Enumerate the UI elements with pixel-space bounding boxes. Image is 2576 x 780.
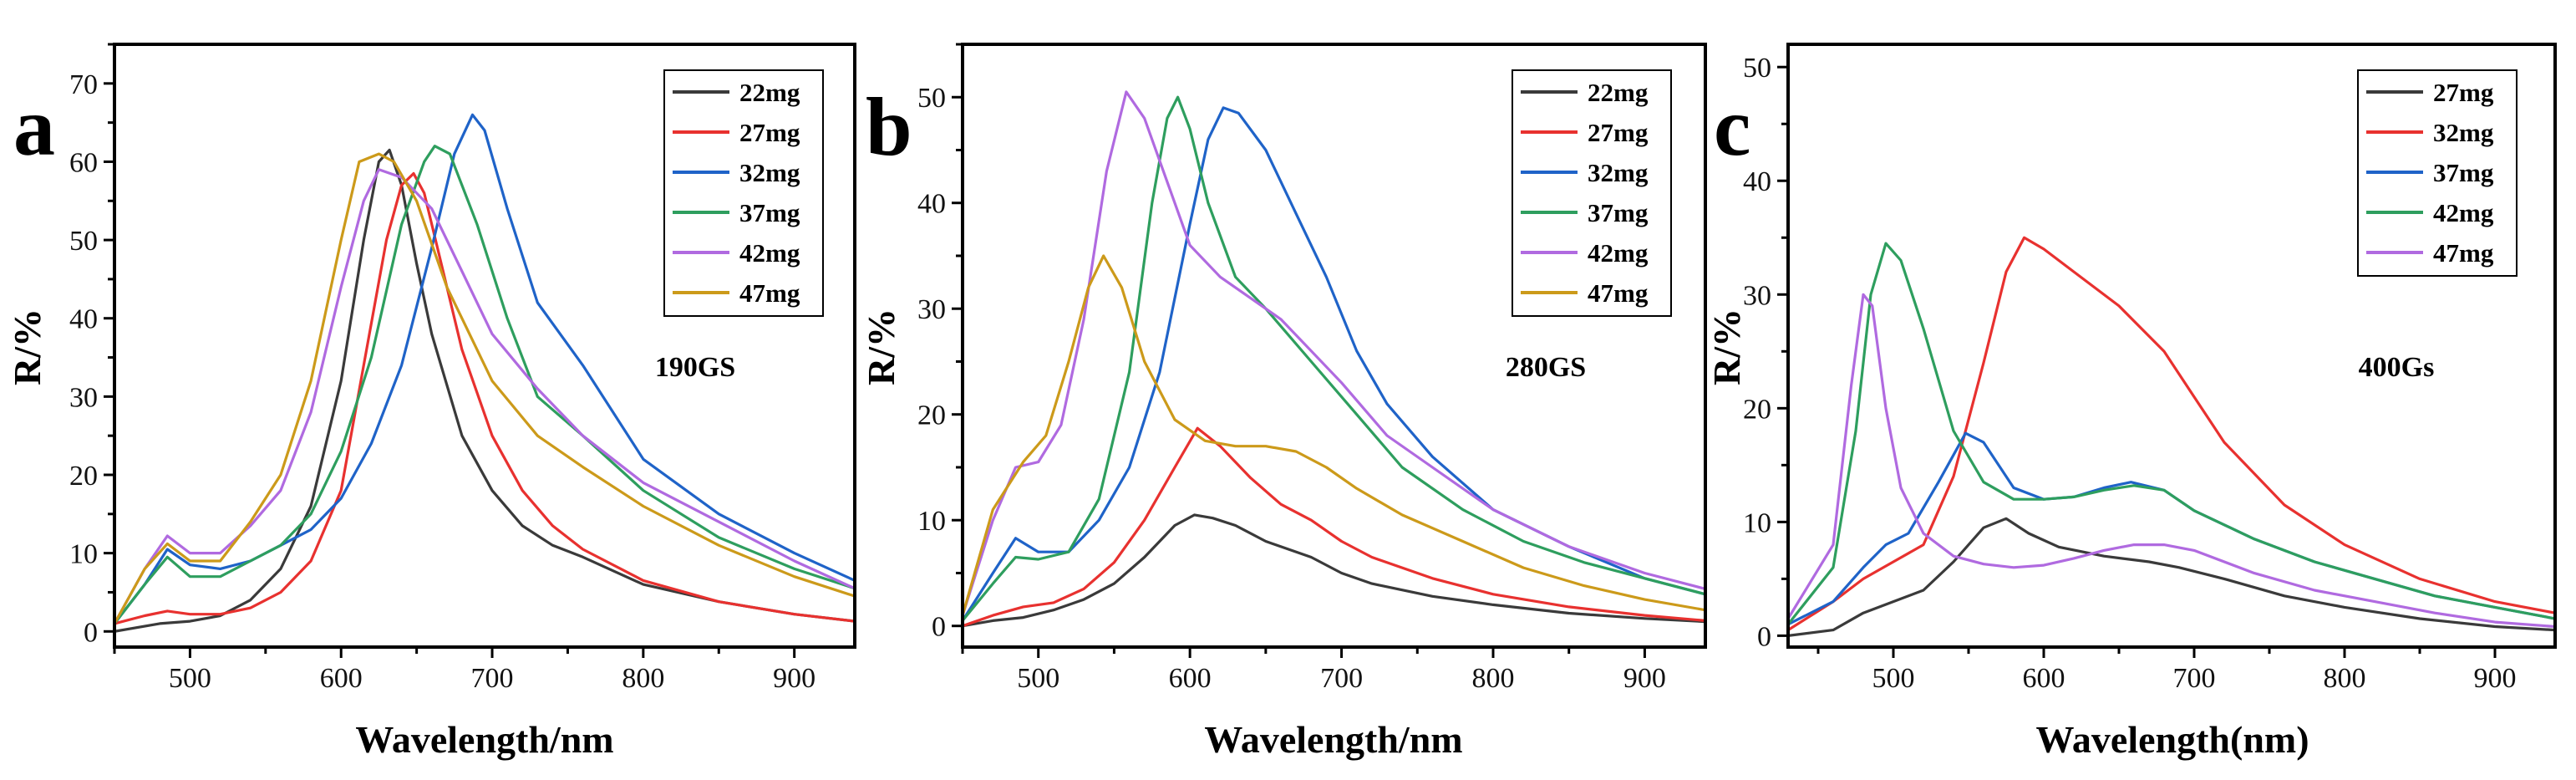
- y-tick-label: 10: [917, 506, 946, 537]
- legend: 22mg 27mg 32mg 37mg 42mg 47mg: [1512, 69, 1672, 317]
- y-tick-label: 70: [69, 69, 98, 100]
- series-line-37mg: [963, 95, 1705, 622]
- x-tick-label: 900: [2474, 663, 2517, 694]
- legend: 27mg 32mg 37mg 42mg 47mg: [2357, 69, 2518, 277]
- y-tick-label: 0: [1757, 621, 1771, 652]
- chart-panel-b: 500 600 700 800 900 0 10 20 30 40 50 Wavelength/nm R…: [860, 43, 1707, 761]
- y-tick-label: 40: [69, 304, 98, 335]
- series-line-42mg: [114, 168, 855, 625]
- y-tick-label: 30: [917, 294, 946, 325]
- legend-label-27mg: 27mg: [2433, 78, 2494, 107]
- x-tick-label: 800: [622, 663, 664, 694]
- legend-label-42mg: 42mg: [1588, 238, 1649, 268]
- series-line-32mg: [114, 113, 855, 625]
- legend-label-37mg: 37mg: [2433, 158, 2494, 187]
- series-group: [1788, 236, 2555, 637]
- legend-label-47mg: 47mg: [739, 278, 800, 308]
- series-line-47mg: [963, 254, 1705, 617]
- panel-letter: a: [13, 80, 55, 173]
- x-tick-label: 900: [1623, 663, 1666, 694]
- y-axis-label: R/%: [860, 308, 902, 385]
- legend-label-47mg: 47mg: [1588, 278, 1649, 308]
- y-tick-label: 30: [69, 382, 98, 413]
- series-line-27mg: [114, 171, 855, 625]
- series-line-27mg: [1788, 517, 2555, 637]
- series-group: [114, 113, 855, 633]
- y-tick-label: 40: [917, 189, 946, 220]
- y-tick-label: 30: [1743, 280, 1771, 311]
- legend-label-32mg: 32mg: [1588, 158, 1649, 187]
- y-tick-label: 50: [1743, 53, 1771, 84]
- x-tick-label: 700: [2173, 663, 2216, 694]
- series-line-22mg: [963, 513, 1705, 628]
- panel-letter: b: [866, 80, 912, 173]
- plot-frame: [961, 43, 1707, 649]
- annotation-label: 190GS: [655, 352, 735, 383]
- x-tick-label: 500: [169, 663, 211, 694]
- legend-label-37mg: 37mg: [739, 198, 800, 227]
- legend-label-47mg: 47mg: [2433, 238, 2494, 268]
- legend-label-42mg: 42mg: [2433, 198, 2494, 227]
- legend-box: [663, 69, 824, 317]
- y-axis-label: R/%: [1705, 308, 1748, 385]
- legend-label-32mg: 32mg: [2433, 118, 2494, 147]
- series-line-32mg: [963, 106, 1705, 622]
- y-tick-label: 60: [69, 147, 98, 178]
- series-line-42mg: [1788, 242, 2555, 626]
- y-tick-label: 20: [69, 461, 98, 492]
- annotation-label: 280GS: [1506, 352, 1586, 383]
- series-line-47mg: [1788, 293, 2555, 629]
- legend-label-27mg: 27mg: [739, 118, 800, 147]
- plot-frame: [113, 43, 856, 649]
- legend-label-42mg: 42mg: [739, 238, 800, 268]
- x-tick-label: 800: [1472, 663, 1515, 694]
- x-tick-label: 500: [1017, 663, 1059, 694]
- x-tick-label: 800: [2324, 663, 2366, 694]
- legend-label-22mg: 22mg: [739, 78, 800, 107]
- y-tick-label: 50: [917, 83, 946, 114]
- chart-panel-c: 500 600 700 800 900 0 10 20 30 40 50 Wavelength(nm)…: [1705, 43, 2557, 761]
- series-line-27mg: [963, 426, 1705, 628]
- legend-label-27mg: 27mg: [1588, 118, 1649, 147]
- series-line-32mg: [1788, 236, 2555, 632]
- panel-letter: c: [1714, 80, 1750, 173]
- y-tick-label: 0: [84, 617, 98, 648]
- legend-box: [1512, 69, 1672, 317]
- y-tick-label: 10: [1743, 507, 1771, 538]
- legend-label-32mg: 32mg: [739, 158, 800, 187]
- plot-frame: [1786, 43, 2557, 649]
- x-tick-label: 500: [1872, 663, 1915, 694]
- x-tick-label: 700: [471, 663, 514, 694]
- x-tick-label: 600: [2023, 663, 2065, 694]
- series-line-42mg: [963, 90, 1705, 617]
- y-tick-label: 0: [932, 612, 946, 643]
- y-tick-label: 50: [69, 226, 98, 257]
- y-tick-label: 40: [1743, 166, 1771, 197]
- y-tick-label: 20: [1743, 394, 1771, 425]
- series-group: [963, 90, 1705, 628]
- x-axis-label: Wavelength/nm: [355, 718, 613, 761]
- chart-panel-a: 500 600 700 800 900 0 10 20 30 40 50 60 70 Wavelength…: [6, 43, 856, 761]
- y-tick-label: 10: [69, 539, 98, 570]
- series-line-47mg: [114, 152, 855, 625]
- legend: 22mg 27mg 32mg 37mg 42mg 47mg: [663, 69, 824, 317]
- legend-label-37mg: 37mg: [1588, 198, 1649, 227]
- x-tick-label: 900: [773, 663, 815, 694]
- y-axis-label: R/%: [6, 308, 48, 385]
- x-tick-label: 600: [320, 663, 363, 694]
- x-axis-label: Wavelength(nm): [2035, 718, 2309, 761]
- y-tick-label: 20: [917, 400, 946, 431]
- x-axis-label: Wavelength/nm: [1204, 718, 1462, 761]
- x-tick-label: 600: [1169, 663, 1212, 694]
- x-tick-label: 700: [1320, 663, 1363, 694]
- legend-label-22mg: 22mg: [1588, 78, 1649, 107]
- annotation-label: 400Gs: [2359, 352, 2435, 383]
